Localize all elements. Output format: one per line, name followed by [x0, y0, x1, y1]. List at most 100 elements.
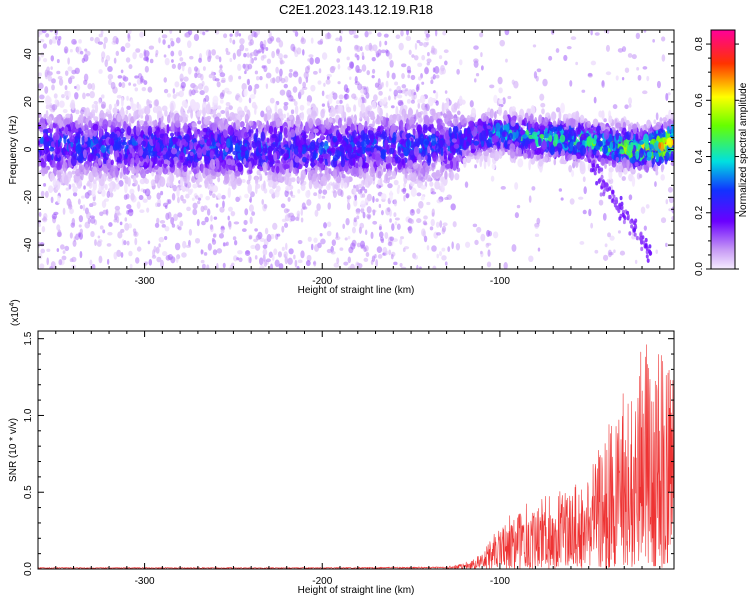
heatmap-cell: [297, 239, 303, 245]
heatmap-cell: [332, 168, 338, 179]
heatmap-cell: [216, 112, 222, 118]
heatmap-cell: [262, 248, 268, 256]
heatmap-cell: [179, 57, 184, 62]
heatmap-cell: [69, 232, 73, 239]
heatmap-cell: [514, 212, 519, 219]
heatmap-cell: [490, 175, 495, 182]
heatmap-cell: [63, 46, 69, 54]
heatmap-cell: [388, 95, 391, 101]
heatmap-cell: [435, 131, 441, 137]
heatmap-cell: [292, 30, 298, 33]
heatmap-cell: [371, 74, 375, 79]
heatmap-cell: [429, 226, 434, 231]
heatmap-cell: [228, 222, 232, 230]
heatmap-cell: [305, 66, 310, 74]
heatmap-cell: [42, 43, 48, 49]
heatmap-cell: [321, 195, 326, 199]
heatmap-cell: [186, 206, 191, 212]
heatmap-cell: [454, 173, 460, 181]
heatmap-cell: [542, 156, 549, 163]
heatmap-cell: [360, 240, 366, 249]
heatmap-cell: [99, 211, 104, 217]
heatmap-cell: [419, 266, 422, 269]
heatmap-cell: [442, 30, 447, 36]
heatmap-cell: [249, 256, 252, 264]
heatmap-cell: [127, 177, 131, 187]
heatmap-cell: [403, 194, 406, 202]
heatmap-cell: [78, 224, 82, 228]
heatmap-cell: [236, 257, 240, 261]
heatmap-cell: [266, 234, 272, 243]
heatmap-cell: [44, 69, 48, 78]
heatmap-cell: [365, 86, 369, 94]
heatmap-cell: [297, 259, 303, 264]
heatmap-cell: [361, 64, 367, 72]
heatmap-cell: [368, 130, 374, 137]
heatmap-cell: [136, 246, 142, 252]
heatmap-cell: [211, 49, 216, 56]
heatmap-cell: [553, 158, 557, 166]
heatmap-cell: [61, 94, 65, 99]
heatmap-cell: [185, 193, 190, 199]
heatmap-cell: [410, 99, 415, 104]
heatmap-cell: [391, 72, 396, 80]
heatmap-cell: [394, 221, 398, 226]
heatmap-cell: [646, 158, 653, 168]
heatmap-cell: [487, 230, 493, 237]
heatmap-cell: [642, 66, 648, 70]
heatmap-cell: [399, 238, 403, 245]
heatmap-cell: [234, 119, 241, 131]
heatmap-cell: [230, 210, 236, 217]
heatmap-cell: [155, 53, 158, 58]
heatmap-cell: [465, 241, 471, 248]
heatmap-cell: [83, 73, 89, 82]
heatmap-cell: [283, 83, 288, 89]
heatmap-cell: [62, 207, 66, 215]
figure-title: C2E1.2023.143.12.19.R18: [279, 2, 433, 17]
heatmap-cell: [44, 86, 49, 94]
heatmap-cell: [192, 202, 198, 210]
heatmap-cell: [254, 83, 260, 89]
heatmap-cell: [114, 208, 120, 217]
heatmap-cell: [39, 127, 45, 133]
heatmap-cell: [98, 33, 103, 38]
heatmap-cell: [175, 37, 181, 44]
heatmap-cell: [191, 89, 196, 96]
heatmap-cell: [280, 203, 286, 209]
heatmap-cell: [112, 118, 117, 127]
heatmap-cell: [247, 85, 253, 92]
heatmap-cell: [337, 63, 341, 70]
heatmap-cell: [312, 70, 318, 75]
heatmap-cell: [635, 32, 641, 40]
heatmap-cell: [623, 167, 628, 175]
heatmap-cell: [383, 105, 388, 109]
heatmap-cell: [430, 79, 434, 85]
heatmap-cell: [93, 138, 99, 145]
heatmap-cell: [417, 111, 422, 118]
heatmap-cell: [231, 262, 235, 267]
heatmap-cell: [158, 243, 161, 248]
heatmap-cell: [126, 210, 130, 215]
heatmap-cell: [263, 204, 268, 209]
heatmap-cell: [215, 203, 219, 208]
heatmap-cell: [119, 221, 123, 226]
heatmap-cell: [200, 73, 204, 81]
heatmap-cell: [332, 92, 338, 100]
heatmap-cell: [92, 179, 97, 185]
heatmap-cell: [438, 55, 443, 60]
heatmap-cell: [361, 186, 366, 191]
heatmap-cell: [403, 246, 410, 250]
heatmap-cell: [376, 168, 383, 173]
heatmap-cell: [302, 81, 307, 89]
heatmap-cell: [101, 56, 104, 63]
heatmap-cell: [652, 39, 655, 43]
heatmap-cell: [67, 57, 70, 65]
heatmap-cell: [254, 108, 257, 115]
heatmap-cell: [375, 198, 379, 202]
heatmap-cell: [259, 237, 265, 242]
heatmap-cell: [137, 184, 140, 192]
heatmap-cell: [511, 106, 516, 112]
heatmap-cell: [42, 216, 48, 223]
heatmap-cell: [360, 102, 366, 114]
heatmap-cell: [186, 181, 192, 189]
